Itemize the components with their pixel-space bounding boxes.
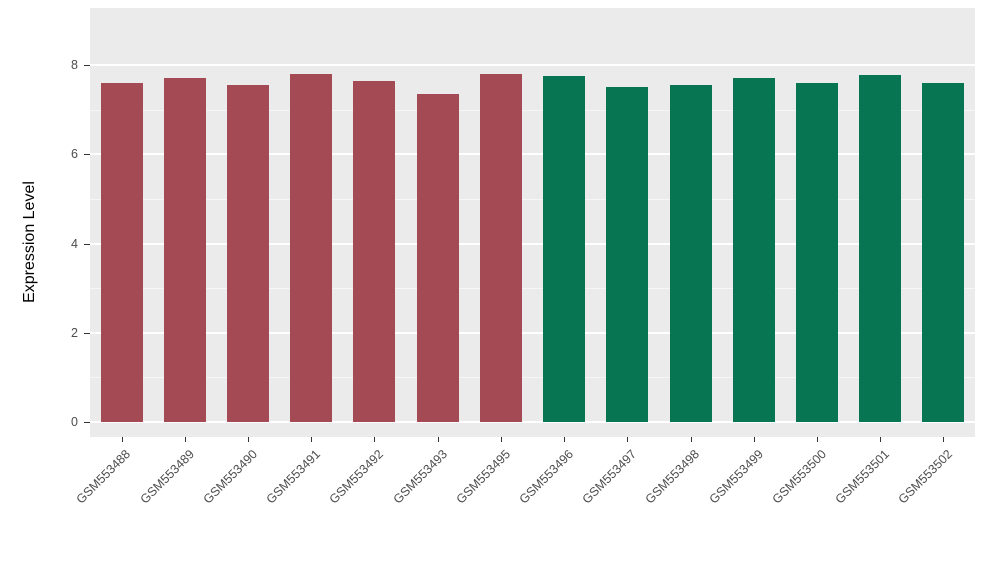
x-tick-mark [564,437,566,442]
x-tick-label: GSM553493 [390,447,450,507]
bar [543,76,586,422]
y-tick-mark [84,243,90,245]
x-tick-mark [374,437,376,442]
y-tick-label: 6 [71,147,78,162]
x-tick-mark [500,437,502,442]
y-tick-mark [84,154,90,156]
x-tick-label: GSM553491 [263,447,324,507]
bar [100,82,143,422]
y-tick-label: 0 [71,415,78,429]
y-tick-label: 8 [71,58,78,72]
x-tick-label: GSM553497 [579,447,640,507]
x-tick-label: GSM553502 [895,447,956,507]
bar [479,73,522,422]
x-tick-mark [880,437,882,442]
y-tick-label: 4 [71,236,78,251]
x-tick-mark [943,437,945,442]
x-tick-mark [311,437,313,442]
bar [353,80,396,422]
x-tick-mark [184,437,186,442]
x-tick-mark [753,437,755,442]
bar [606,87,649,422]
x-tick-mark [248,437,250,442]
x-tick-mark [627,437,629,442]
bar [669,85,712,422]
major-gridline [90,421,975,423]
bar [795,82,838,422]
x-tick-label: GSM553501 [832,447,893,507]
minor-gridline [90,109,975,111]
minor-gridline [90,198,975,200]
bar [163,78,206,422]
plot-panel [90,8,975,437]
y-tick-label: 2 [71,325,78,340]
bar [227,85,270,422]
minor-gridline [90,288,975,290]
x-tick-label: GSM553499 [706,447,766,507]
x-tick-label: GSM553488 [73,447,134,507]
y-tick-mark [84,65,90,66]
bar [859,74,902,422]
x-tick-mark [816,437,818,442]
x-tick-label: GSM553492 [326,447,387,507]
x-tick-mark [437,437,439,442]
major-gridline [90,331,975,334]
major-gridline [90,64,975,66]
y-tick-mark [84,332,90,334]
bar [732,78,775,422]
bar [416,94,459,422]
x-tick-mark [690,437,692,442]
y-tick-mark [84,422,90,423]
x-tick-label: GSM553490 [200,447,260,507]
x-tick-label: GSM553496 [516,447,577,507]
x-tick-mark [121,437,123,442]
x-tick-label: GSM553495 [453,447,513,507]
y-axis-title: Expression Level [21,181,38,303]
x-tick-label: GSM553500 [769,447,829,507]
major-gridline [90,153,975,156]
bar [922,82,965,422]
x-tick-label: GSM553489 [137,447,197,507]
x-tick-label: GSM553498 [642,447,703,507]
major-gridline [90,242,975,245]
minor-gridline [90,377,975,379]
bar [290,73,333,422]
